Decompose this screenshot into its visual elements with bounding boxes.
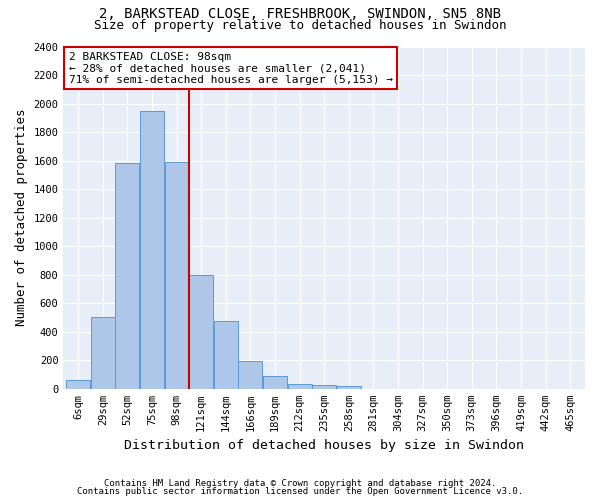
Text: 2, BARKSTEAD CLOSE, FRESHBROOK, SWINDON, SN5 8NB: 2, BARKSTEAD CLOSE, FRESHBROOK, SWINDON,… <box>99 8 501 22</box>
Bar <box>312 385 336 389</box>
Text: Size of property relative to detached houses in Swindon: Size of property relative to detached ho… <box>94 19 506 32</box>
Text: Contains public sector information licensed under the Open Government Licence v3: Contains public sector information licen… <box>77 487 523 496</box>
X-axis label: Distribution of detached houses by size in Swindon: Distribution of detached houses by size … <box>124 440 524 452</box>
Bar <box>189 274 213 389</box>
Y-axis label: Number of detached properties: Number of detached properties <box>15 109 28 326</box>
Bar <box>115 164 139 389</box>
Bar <box>337 386 361 389</box>
Text: 2 BARKSTEAD CLOSE: 98sqm
← 28% of detached houses are smaller (2,041)
71% of sem: 2 BARKSTEAD CLOSE: 98sqm ← 28% of detach… <box>68 52 392 85</box>
Bar <box>287 384 311 389</box>
Bar <box>164 162 188 389</box>
Bar <box>238 361 262 389</box>
Bar <box>214 321 238 389</box>
Bar <box>263 376 287 389</box>
Bar <box>66 380 90 389</box>
Bar <box>91 318 115 389</box>
Text: Contains HM Land Registry data © Crown copyright and database right 2024.: Contains HM Land Registry data © Crown c… <box>104 478 496 488</box>
Bar <box>140 110 164 389</box>
